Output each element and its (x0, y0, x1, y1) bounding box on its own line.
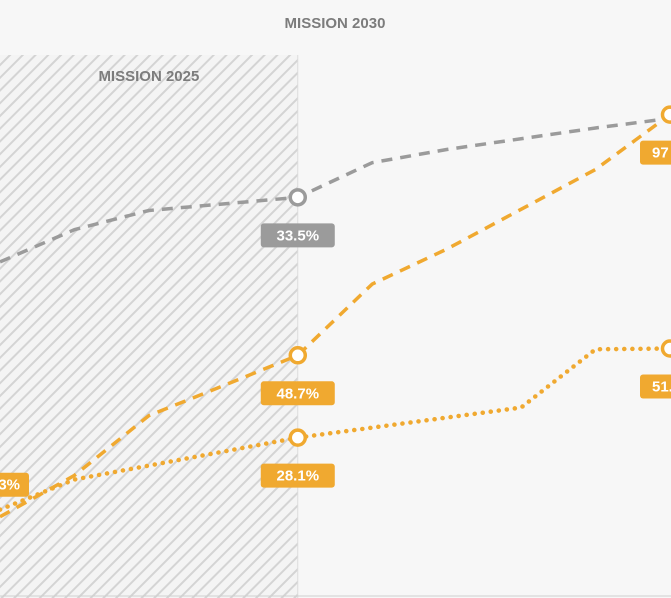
region-label: MISSION 2025 (98, 68, 199, 85)
value-label-box (260, 463, 335, 488)
value-label-box (260, 223, 335, 248)
value-label-box (260, 381, 335, 406)
value-label: 51. (652, 378, 671, 395)
point-marker (660, 339, 671, 358)
point-marker (288, 346, 308, 365)
value-label: 28.1% (277, 468, 320, 485)
value-label: 33.5% (277, 227, 320, 244)
region (0, 55, 298, 598)
point-marker (660, 105, 671, 124)
point-marker (288, 188, 308, 207)
point-marker (288, 428, 308, 447)
line (0, 346, 671, 512)
line (0, 113, 671, 519)
value-label: 48.7% (277, 385, 320, 402)
chart-title: MISSION 2030 (285, 15, 386, 32)
value-label-box (640, 374, 671, 399)
value-label: 97 (652, 145, 669, 162)
value-label-box (0, 472, 29, 497)
value-label-box (640, 140, 671, 165)
line (0, 116, 671, 264)
value-label: 3% (0, 477, 20, 494)
